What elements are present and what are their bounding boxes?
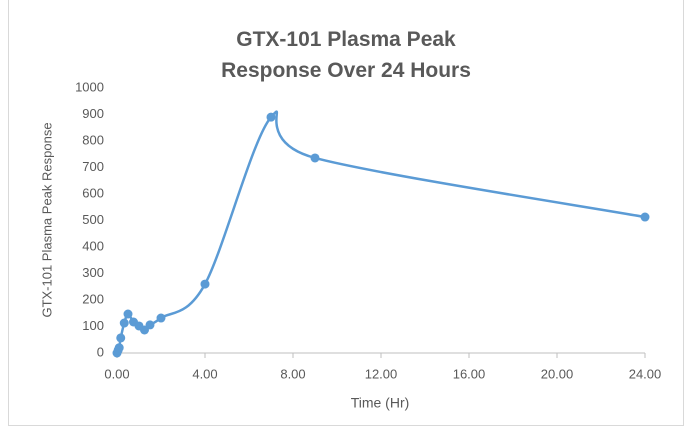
chart-frame [8, 0, 684, 426]
y-tick-label: 300 [82, 265, 104, 280]
y-tick-label: 1000 [75, 79, 104, 94]
data-point [640, 212, 650, 222]
y-tick-label: 500 [82, 212, 104, 227]
x-tick-label: 16.00 [453, 366, 486, 381]
data-point [116, 333, 126, 343]
y-tick-label: 700 [82, 159, 104, 174]
data-point [123, 309, 133, 319]
x-tick-label: 12.00 [365, 366, 398, 381]
x-tick-label: 20.00 [541, 366, 574, 381]
y-tick-label: 100 [82, 318, 104, 333]
y-axis-label: GTX-101 Plasma Peak Response [39, 122, 54, 317]
data-point [119, 318, 129, 328]
y-tick-label: 200 [82, 291, 104, 306]
y-tick-label: 900 [82, 106, 104, 121]
data-point [200, 279, 210, 289]
y-tick-label: 600 [82, 185, 104, 200]
data-point [310, 153, 320, 163]
x-tick-label: 0.00 [104, 366, 129, 381]
y-tick-label: 800 [82, 132, 104, 147]
data-point [114, 343, 124, 353]
x-tick-label: 8.00 [280, 366, 305, 381]
x-tick-label: 24.00 [629, 366, 662, 381]
chart-title: GTX-101 Plasma Peak Response Over 24 Hou… [221, 28, 471, 82]
data-point [145, 320, 155, 330]
data-point [156, 313, 166, 323]
series-line [115, 110, 646, 354]
x-axis-label: Time (Hr) [351, 395, 410, 411]
data-point [266, 112, 276, 122]
x-tick-label: 4.00 [192, 366, 217, 381]
y-tick-label: 0 [97, 344, 104, 359]
y-tick-label: 400 [82, 238, 104, 253]
